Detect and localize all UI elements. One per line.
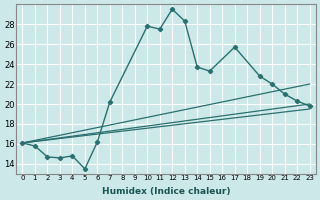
X-axis label: Humidex (Indice chaleur): Humidex (Indice chaleur) xyxy=(102,187,230,196)
